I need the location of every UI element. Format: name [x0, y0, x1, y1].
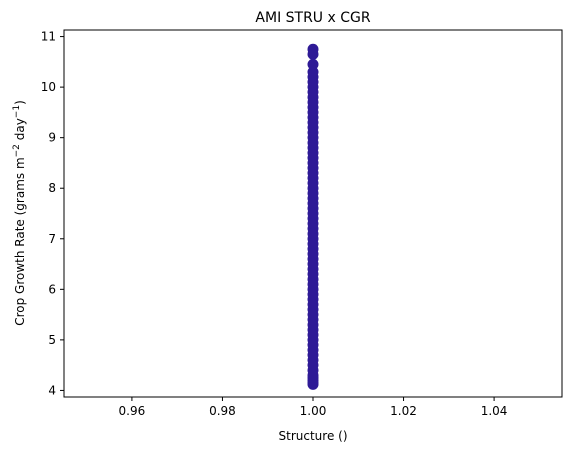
x-tick-label: 0.98 [209, 404, 236, 418]
y-tick-label: 10 [41, 80, 56, 94]
y-tick-label: 11 [41, 30, 56, 44]
y-tick-label: 9 [48, 131, 56, 145]
y-axis: 4 5 6 7 8 9 10 11 [41, 30, 64, 398]
chart-title: AMI STRU x CGR [255, 10, 370, 26]
x-tick-label: 1.04 [481, 404, 508, 418]
y-tick-label: 4 [48, 383, 56, 397]
x-tick-label: 1.02 [390, 404, 417, 418]
x-tick-label: 0.96 [119, 404, 146, 418]
y-tick-label: 8 [48, 181, 56, 195]
data-point [308, 59, 319, 70]
y-tick-label: 6 [48, 282, 56, 296]
x-axis: 0.96 0.98 1.00 1.02 1.04 [119, 397, 508, 418]
y-tick-label: 7 [48, 232, 56, 246]
data-points [308, 44, 319, 390]
x-axis-label: Structure () [279, 429, 348, 443]
y-tick-label: 5 [48, 333, 56, 347]
x-tick-label: 1.00 [300, 404, 327, 418]
y-axis-label: Crop Growth Rate (grams m−2 day−1) [12, 100, 27, 326]
data-point [308, 44, 319, 55]
